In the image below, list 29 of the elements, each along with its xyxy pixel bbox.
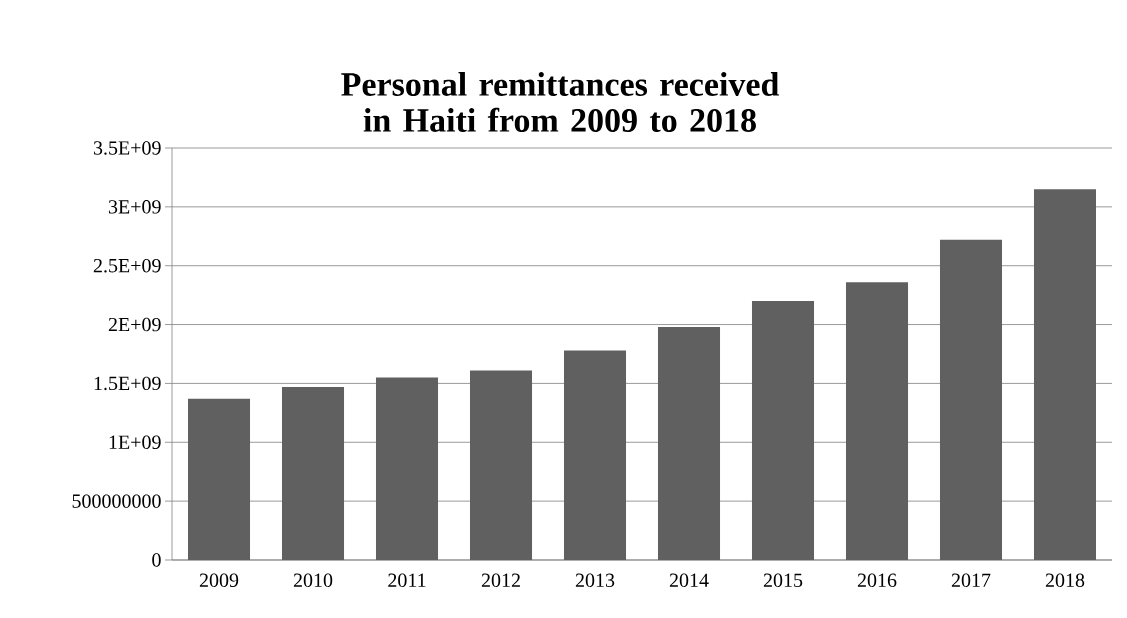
bar — [187, 398, 251, 560]
y-tick-label: 1.5E+09 — [94, 376, 161, 391]
x-tick-label: 2015 — [763, 573, 803, 588]
x-tick-label: 2011 — [388, 573, 426, 588]
bar — [751, 301, 815, 560]
x-tick-label: 2017 — [951, 573, 991, 588]
y-tick-label: 1E+09 — [109, 435, 161, 450]
x-tick-label: 2014 — [669, 573, 709, 588]
y-tick-label: 3.5E+09 — [93, 141, 161, 155]
chart-title: Personal remittances received in Haiti from 2009 to 2018 — [341, 72, 780, 132]
bar — [469, 370, 533, 560]
bar — [281, 386, 345, 560]
bar — [375, 377, 439, 560]
x-tick-label: 2018 — [1045, 573, 1085, 588]
bar — [1033, 189, 1097, 560]
y-tick-label: 2.5E+09 — [93, 258, 161, 273]
y-tick-label: 2E+09 — [108, 317, 161, 332]
bar — [657, 326, 721, 560]
y-tick-label: 3E+09 — [108, 200, 161, 214]
x-tick-label: 2013 — [575, 573, 615, 588]
bar — [845, 282, 909, 560]
bar — [939, 239, 1003, 560]
x-tick-label: 2012 — [481, 573, 520, 588]
x-tick-label: 2016 — [857, 573, 897, 588]
y-tick-label: 500000000 — [72, 494, 161, 508]
x-tick-label: 2009 — [199, 573, 239, 588]
y-tick-label: 0 — [152, 553, 161, 567]
x-tick-label: 2010 — [293, 573, 333, 588]
bar — [563, 350, 627, 560]
